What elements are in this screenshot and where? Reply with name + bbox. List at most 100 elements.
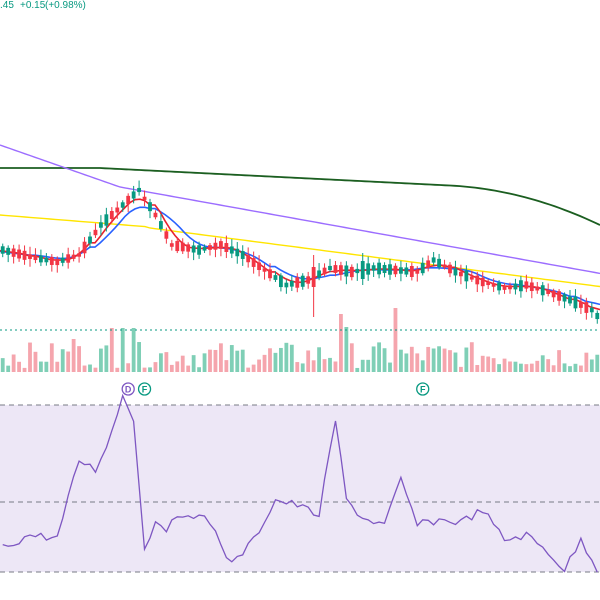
event-marker: F bbox=[416, 382, 430, 396]
candle-body bbox=[104, 214, 109, 226]
volume-bar bbox=[540, 355, 545, 372]
volume-bar bbox=[262, 354, 267, 372]
candle-body bbox=[344, 265, 349, 277]
volume-bar bbox=[49, 343, 54, 372]
volume-bar bbox=[148, 367, 152, 372]
candle-body bbox=[6, 247, 11, 255]
candle-body bbox=[595, 312, 600, 320]
volume-bar bbox=[551, 365, 556, 372]
candle-body bbox=[328, 265, 332, 271]
volume-bar bbox=[169, 364, 174, 372]
volume-bar bbox=[589, 359, 594, 372]
volume-bar bbox=[88, 364, 92, 372]
price-change-percent: (+0.98%) bbox=[45, 0, 86, 11]
volume-bar bbox=[464, 347, 469, 372]
volume-bar bbox=[229, 345, 234, 372]
volume-bar bbox=[251, 364, 256, 372]
volume-bar bbox=[529, 363, 534, 372]
candle-body bbox=[246, 255, 251, 263]
candle-body bbox=[28, 254, 32, 259]
candle-body bbox=[240, 251, 245, 259]
volume-bar bbox=[355, 367, 360, 372]
candle-body bbox=[164, 231, 169, 239]
candle-body bbox=[551, 290, 556, 298]
candle-body bbox=[404, 267, 409, 275]
price-change-value: +0.15 bbox=[20, 0, 46, 11]
candle-body bbox=[584, 302, 589, 313]
volume-bar bbox=[77, 346, 81, 372]
volume-bar bbox=[202, 353, 207, 372]
candle-body bbox=[393, 265, 398, 275]
volume-bar bbox=[126, 363, 131, 372]
volume-bar bbox=[284, 342, 289, 372]
volume-bar bbox=[469, 342, 474, 372]
volume-bar bbox=[431, 348, 436, 372]
candle-body bbox=[175, 240, 180, 252]
volume-bar bbox=[579, 365, 583, 372]
candle-body bbox=[508, 285, 512, 290]
volume-bar bbox=[377, 342, 381, 372]
candle-body bbox=[295, 277, 300, 288]
volume-bar bbox=[142, 367, 147, 372]
volume-bars bbox=[0, 308, 600, 372]
candle-body bbox=[257, 262, 261, 271]
candle-body bbox=[180, 242, 185, 252]
candle-body bbox=[377, 262, 381, 275]
candle-body bbox=[322, 267, 327, 275]
candle-body bbox=[93, 229, 98, 236]
ma-slow-line bbox=[0, 214, 600, 288]
candle-body bbox=[142, 196, 147, 200]
volume-bar bbox=[426, 346, 431, 372]
candle-body bbox=[289, 280, 294, 287]
candle-body bbox=[333, 265, 338, 273]
volume-bar bbox=[120, 328, 125, 372]
candle-body bbox=[77, 253, 81, 257]
candle-body bbox=[409, 266, 414, 277]
candle-body bbox=[502, 286, 507, 290]
candle-body bbox=[480, 277, 485, 287]
candle-body bbox=[279, 275, 283, 288]
volume-bar bbox=[388, 362, 392, 372]
volume-bar bbox=[197, 367, 201, 372]
volume-bar bbox=[131, 328, 136, 372]
volume-bar bbox=[328, 357, 332, 372]
volume-bar bbox=[279, 347, 283, 372]
candle-body bbox=[137, 187, 141, 193]
candle-body bbox=[153, 212, 158, 218]
ma-slower-line bbox=[0, 144, 600, 275]
candle-body bbox=[486, 281, 491, 286]
candle-body bbox=[540, 285, 545, 296]
candle-body bbox=[251, 258, 256, 267]
candle-body bbox=[66, 254, 71, 263]
candle-body bbox=[0, 246, 5, 254]
volume-bar bbox=[442, 348, 447, 372]
candle-body bbox=[453, 268, 458, 276]
candle-body bbox=[224, 243, 229, 252]
volume-bar bbox=[415, 353, 420, 372]
volume-bar bbox=[235, 350, 240, 372]
volume-bar bbox=[219, 343, 223, 372]
volume-bar bbox=[104, 345, 109, 372]
candle-body bbox=[573, 296, 578, 309]
volume-bar bbox=[180, 355, 185, 372]
volume-bar bbox=[300, 363, 305, 372]
volume-bar bbox=[513, 361, 518, 372]
candle-body bbox=[60, 257, 65, 263]
volume-bar bbox=[573, 363, 578, 372]
event-marker-label: F bbox=[420, 385, 426, 395]
rsi-line bbox=[2, 393, 598, 573]
candle-body bbox=[431, 257, 436, 263]
candle-body bbox=[349, 266, 354, 278]
candle-body bbox=[464, 270, 469, 282]
candle-body bbox=[437, 258, 441, 268]
candle-body bbox=[535, 286, 540, 291]
price-header: .45 +0.15 (+0.98%) bbox=[0, 0, 86, 11]
volume-bar bbox=[409, 346, 414, 372]
volume-bar bbox=[420, 360, 425, 372]
volume-bar bbox=[268, 348, 272, 372]
volume-bar bbox=[459, 366, 463, 372]
candle-body bbox=[300, 275, 305, 287]
event-marker-circle bbox=[137, 382, 152, 396]
candle-body bbox=[88, 236, 92, 244]
